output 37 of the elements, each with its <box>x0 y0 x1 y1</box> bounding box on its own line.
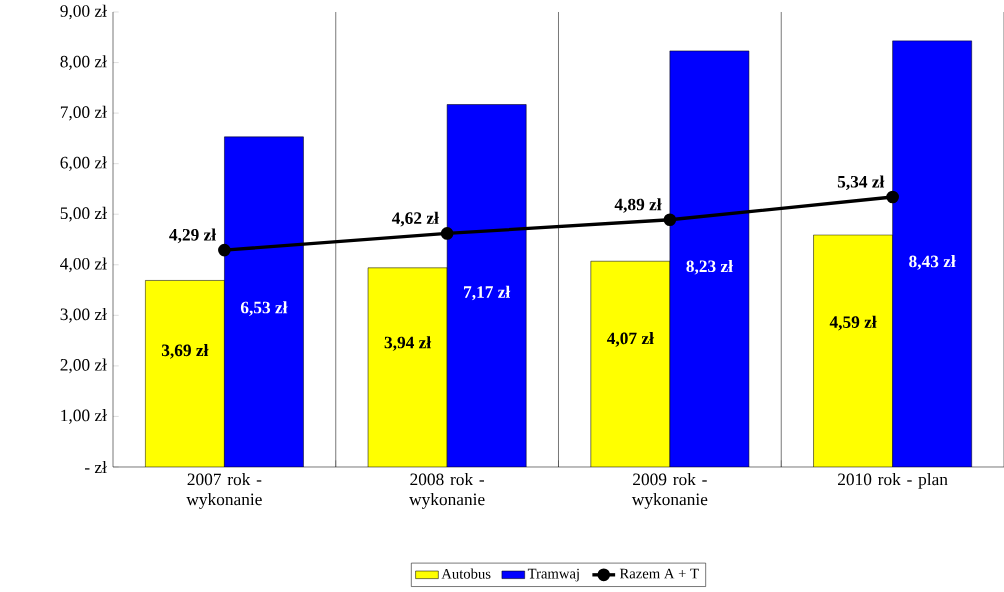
data-label: 3,69 zł <box>161 343 209 359</box>
data-label: 8,43 zł <box>909 255 956 270</box>
x-tick-label: 2008 rok - wykonanie <box>409 473 485 509</box>
point <box>663 213 677 227</box>
point <box>886 190 899 204</box>
x-tick-label: 2009 rok - wykonanie <box>631 473 708 509</box>
data-label: 4,07 zł <box>606 332 654 347</box>
data-label: 8,23 zł <box>686 259 733 275</box>
legend-label: Autobus <box>441 568 491 579</box>
legend-label: Razem A + T <box>619 568 699 579</box>
bar <box>813 234 893 467</box>
x-tick-label: 2007 rok - wykonanie <box>186 473 262 509</box>
point <box>440 227 454 240</box>
y-tick-label: 8,00 zł <box>60 55 107 70</box>
y-tick-label: 9,00 zł <box>60 4 107 20</box>
data-label: 4,29 zł <box>169 228 217 244</box>
data-label: 4,89 zł <box>614 198 662 213</box>
bar <box>368 267 448 467</box>
y-tick-label: 5,00 zł <box>60 206 107 222</box>
y-tick-label: - zł <box>85 460 107 473</box>
x-tick-label: 2010 rok - plan <box>838 473 948 489</box>
bar <box>145 280 225 467</box>
data-label: 3,94 zł <box>384 336 432 351</box>
data-label: 4,62 zł <box>391 211 439 227</box>
legend-label: Tramwaj <box>527 568 579 582</box>
data-label: 6,53 zł <box>240 301 288 316</box>
data-label: 4,59 zł <box>829 315 877 331</box>
y-tick-label: 3,00 zł <box>60 307 107 323</box>
y-tick-label: 2,00 zł <box>60 358 107 374</box>
y-tick-label: 7,00 zł <box>60 105 107 121</box>
y-tick-label: 1,00 zł <box>61 409 107 424</box>
bar <box>590 261 670 467</box>
y-tick-label: 6,00 zł <box>60 156 107 172</box>
data-label: 5,34 zł <box>837 175 885 191</box>
y-tick-label: 4,00 zł <box>60 257 107 273</box>
point <box>218 243 231 257</box>
data-label: 7,17 zł <box>464 285 511 301</box>
